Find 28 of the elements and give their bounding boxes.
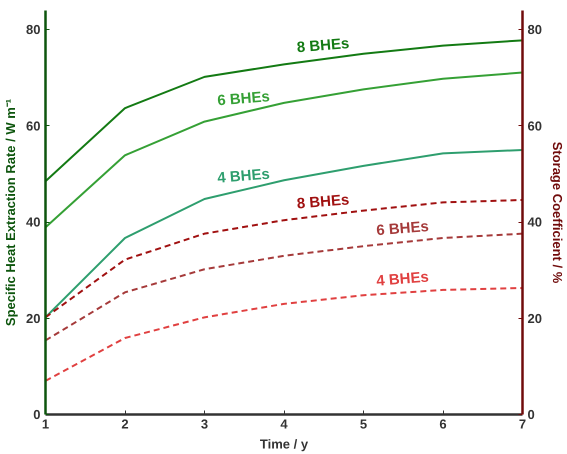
x-tick-label: 2 — [121, 416, 129, 432]
series-label: 4 BHEs — [216, 166, 270, 187]
y2-axis-title: Storage Coefficient / % — [550, 142, 565, 284]
y-tick-label: 20 — [26, 310, 41, 326]
series-label: 8 BHEs — [296, 191, 350, 212]
line-series — [46, 287, 522, 382]
x-tick-label: 6 — [439, 416, 447, 432]
y2-tick-label: 80 — [528, 22, 542, 38]
y-tick-label: 80 — [26, 22, 41, 38]
y-tick-label: 0 — [33, 407, 41, 422]
x-tick-label: 3 — [200, 416, 208, 432]
line-series — [46, 39, 522, 182]
series-label: 4 BHEs — [376, 268, 430, 290]
y-tick-label: 40 — [26, 214, 41, 230]
series-label: 6 BHEs — [216, 88, 270, 110]
y-axis-title: Specific Heat Extraction Rate / W m⁻¹ — [3, 98, 18, 326]
x-tick-label: 5 — [360, 416, 368, 432]
x-axis-title: Time / y — [260, 436, 309, 452]
x-tick-label: 7 — [518, 416, 526, 432]
y2-tick-label: 60 — [528, 118, 542, 134]
series-label: 8 BHEs — [296, 35, 350, 56]
series-label: 6 BHEs — [376, 218, 430, 240]
y2-tick-label: 20 — [528, 310, 542, 326]
x-tick-label: 4 — [280, 416, 288, 432]
x-tick-label: 1 — [42, 416, 50, 432]
y-tick-label: 60 — [26, 118, 41, 134]
y2-tick-label: 0 — [528, 407, 535, 422]
y2-tick-label: 40 — [528, 214, 542, 230]
